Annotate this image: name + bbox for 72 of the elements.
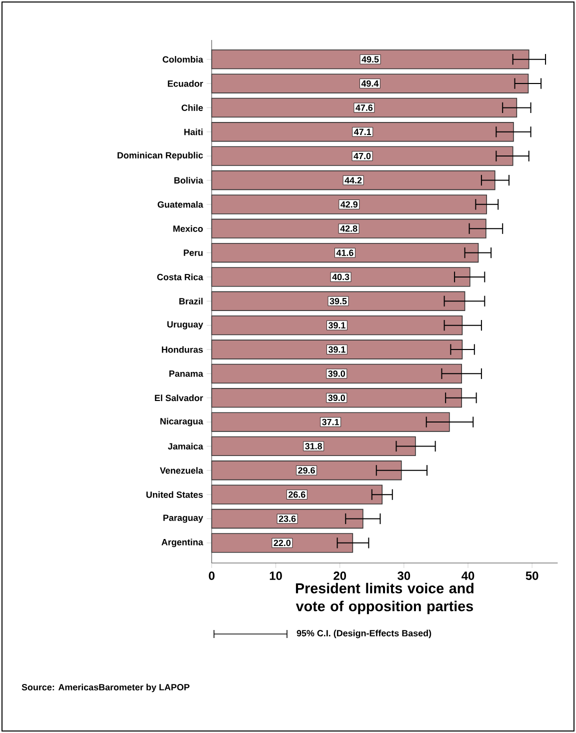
data-label: 49.5 xyxy=(362,56,379,63)
y-tick-label: El Salvador xyxy=(154,394,204,402)
y-tick-label: Bolivia xyxy=(174,176,204,184)
y-tick-label: Dominican Republic xyxy=(118,152,203,160)
y-tick-label: Uruguay xyxy=(167,321,204,330)
data-label: 42.8 xyxy=(340,225,358,232)
x-axis-title: President limits voice and vote of opposition parties xyxy=(296,582,474,614)
data-label: 39.1 xyxy=(328,346,346,353)
y-tick-label: Mexico xyxy=(173,225,203,232)
bar xyxy=(211,508,364,529)
data-label: 41.6 xyxy=(336,250,354,256)
y-tick-label: Ecuador xyxy=(168,80,204,87)
bar xyxy=(211,74,529,94)
bar xyxy=(211,170,496,190)
text: 95% C.I. (Design-Effects Based) xyxy=(296,630,432,638)
bar xyxy=(211,315,463,336)
data-label: 39.5 xyxy=(330,298,347,304)
y-tick-label: Colombia xyxy=(162,56,204,63)
data-label: 39.0 xyxy=(328,394,346,402)
data-label: 49.4 xyxy=(361,80,379,87)
bar xyxy=(211,291,466,311)
data-label: 29.6 xyxy=(298,467,315,474)
data-label: 47.1 xyxy=(354,128,372,135)
bar xyxy=(211,412,450,432)
x-tick-label: 30 xyxy=(398,572,410,580)
x-tick-label: 10 xyxy=(270,572,282,580)
data-label: 37.1 xyxy=(322,418,340,426)
y-tick-label: Nicaragua xyxy=(160,418,204,426)
y-tick-label: Chile xyxy=(182,104,203,111)
bar xyxy=(211,460,402,480)
x-tick-label: 0 xyxy=(208,572,215,580)
bar xyxy=(211,484,383,504)
data-label: 44.2 xyxy=(344,177,362,184)
bar xyxy=(211,50,530,70)
data-label: 47.6 xyxy=(356,104,373,111)
y-tick-label: Honduras xyxy=(162,346,203,353)
y-tick-label: Brazil xyxy=(179,298,203,304)
bar xyxy=(211,340,463,360)
bar xyxy=(211,242,479,263)
bar xyxy=(211,364,462,384)
data-label: 23.6 xyxy=(278,516,296,522)
y-tick-label: Haiti xyxy=(184,128,203,136)
bar xyxy=(211,267,470,287)
y-tick-label: Venezuela xyxy=(160,467,204,474)
data-label: 42.9 xyxy=(340,201,358,208)
bar xyxy=(211,388,462,408)
data-label: 31.8 xyxy=(305,443,322,450)
x-tick-label: 40 xyxy=(462,572,474,580)
data-label: 39.0 xyxy=(328,370,346,377)
data-label: 26.6 xyxy=(288,491,306,498)
x-tick-label: 50 xyxy=(526,572,538,580)
y-tick-label: Guatemala xyxy=(158,201,204,208)
y-tick-label: Panama xyxy=(169,370,204,377)
bar xyxy=(211,146,514,166)
data-label: 47.0 xyxy=(354,152,371,160)
data-label: 22.0 xyxy=(274,540,291,546)
bar xyxy=(211,194,487,214)
bar xyxy=(211,98,518,118)
x-tick-label: 20 xyxy=(334,572,346,580)
bar xyxy=(211,533,354,553)
y-tick-label: Costa Rica xyxy=(157,274,204,280)
y-tick-label: Jamaica xyxy=(168,442,204,450)
y-tick-label: United States xyxy=(146,491,203,498)
y-tick-label: Peru xyxy=(184,250,203,256)
data-label: 40.3 xyxy=(332,274,350,280)
y-tick-label: Argentina xyxy=(162,538,204,548)
bar xyxy=(211,122,514,142)
data-label: 39.1 xyxy=(328,322,346,328)
bar xyxy=(211,436,416,456)
source-note: Source: AmericasBarometer by LAPOP xyxy=(22,684,190,692)
y-tick-label: Paraguay xyxy=(163,514,204,523)
bar xyxy=(211,218,486,238)
